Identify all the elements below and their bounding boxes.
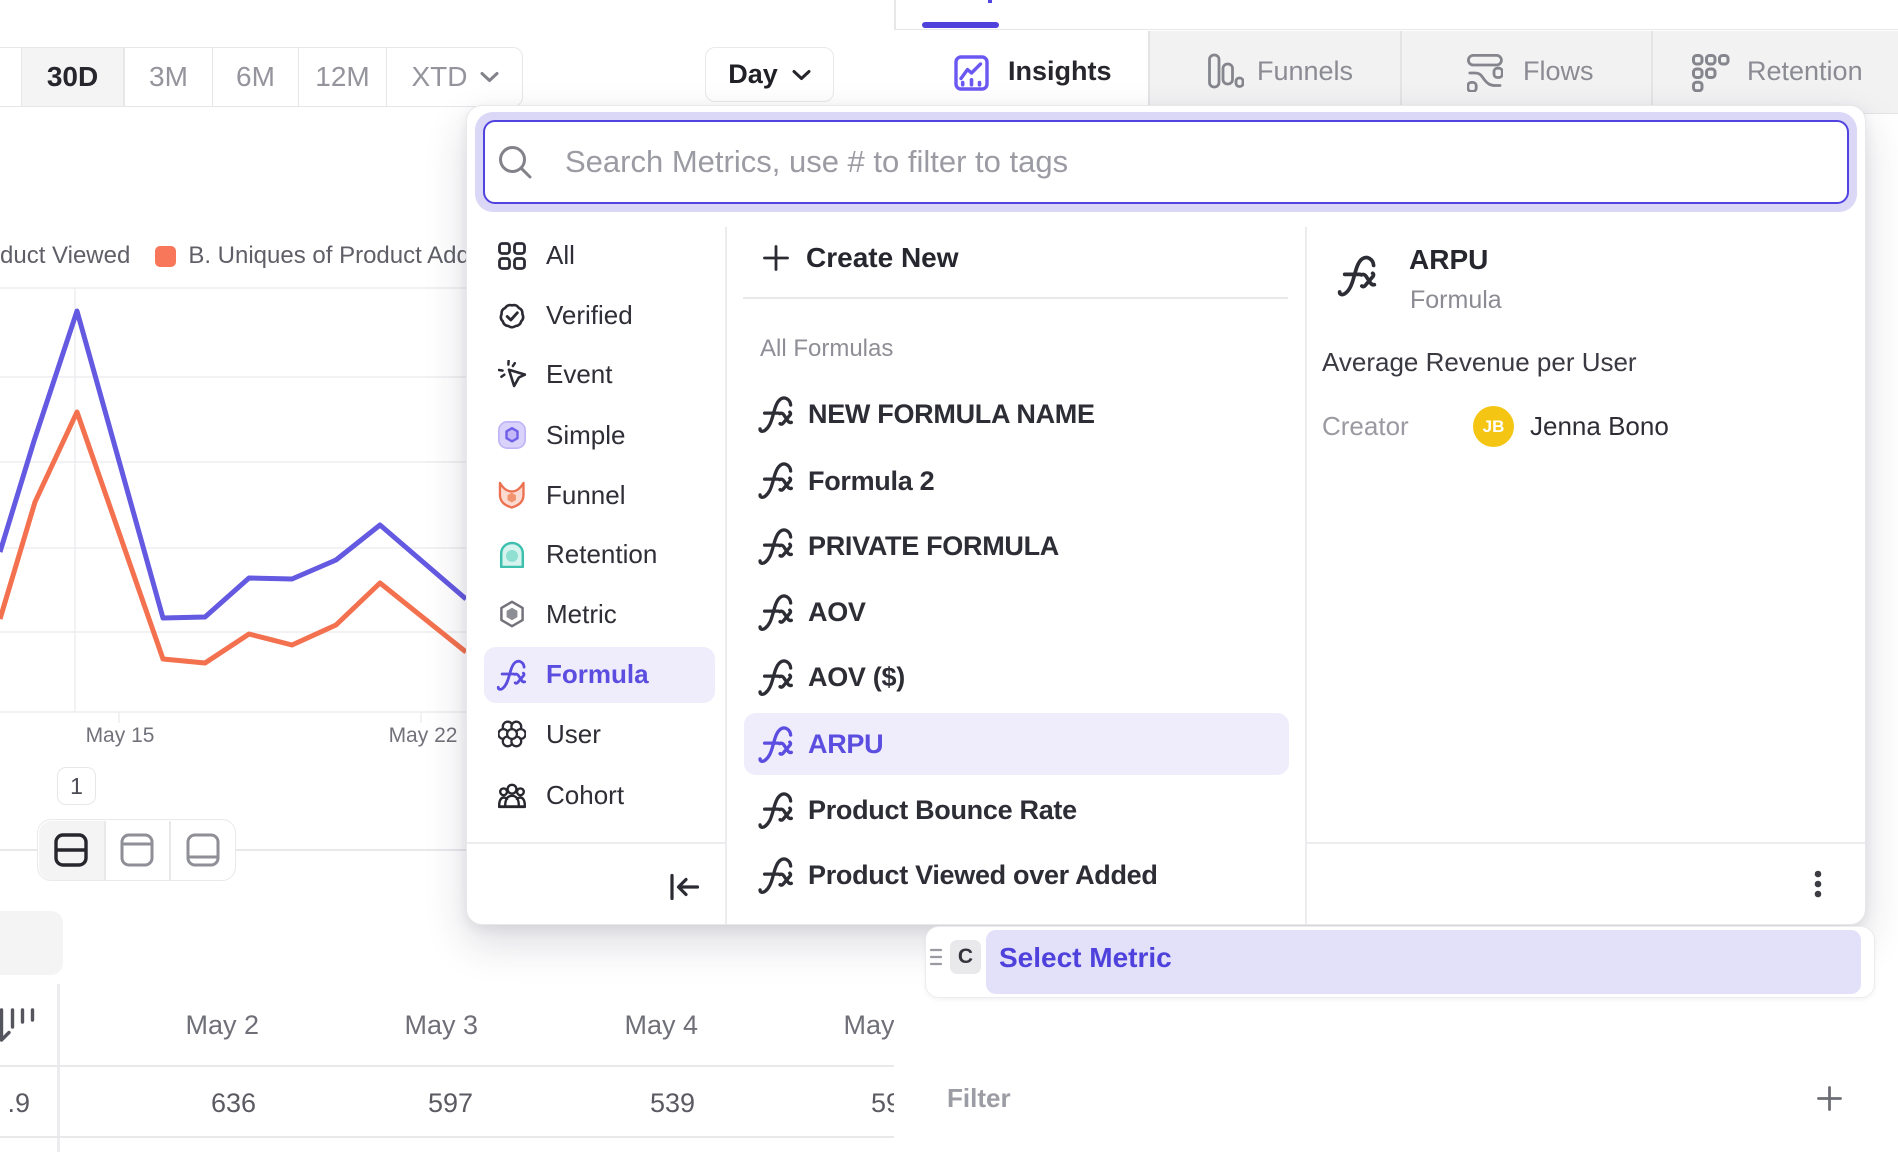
svg-text:May 15: May 15 bbox=[86, 724, 155, 747]
svg-text:May 22: May 22 bbox=[389, 724, 458, 747]
